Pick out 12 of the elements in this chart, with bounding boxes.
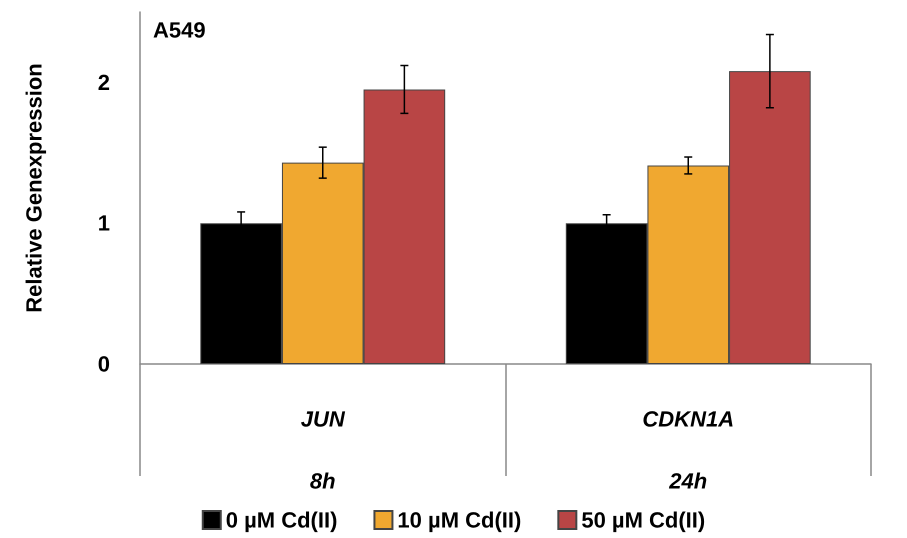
legend-label: 0 µM Cd(II) [226,508,338,532]
legend-label: 50 µM Cd(II) [581,508,706,532]
y-tick-label: 0 [98,352,110,376]
chart-title: A549 [153,18,206,42]
x-tick-label: CDKN1A [642,406,734,432]
y-axis-title: Relative Genexpression [22,63,46,313]
y-tick-label: 2 [98,70,110,95]
text: 8h [310,468,336,494]
text: 24h [668,468,708,494]
x-tick-label: JUN [300,406,346,432]
y-tick-label: 1 [98,210,110,236]
legend-label: 10 µM Cd(II) [397,508,522,532]
